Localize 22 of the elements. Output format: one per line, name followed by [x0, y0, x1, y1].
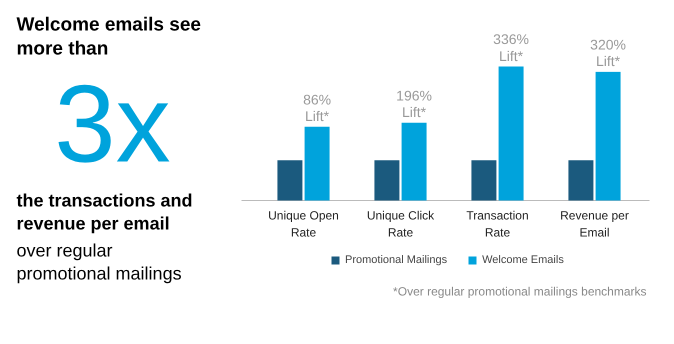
x-tick-label: Unique Click Rate: [366, 208, 436, 240]
legend-label: Welcome Emails: [482, 254, 564, 266]
x-tick-label: Revenue per Email: [560, 208, 629, 240]
chart-title: Welcome emails see more than: [16, 14, 201, 60]
x-tick-label: Unique Open Rate: [268, 208, 339, 240]
annotation: 86% Lift*: [303, 91, 332, 124]
text: *Over regular promotional mailings benchmarks: [393, 284, 647, 298]
bar: [402, 122, 427, 200]
bar: [498, 66, 524, 200]
annotation: 196% Lift*: [396, 87, 432, 120]
annotation: 320% Lift*: [590, 36, 626, 70]
legend-label: Promotional Mailings: [345, 254, 448, 266]
bar: [277, 160, 302, 200]
x-tick-label: Transaction Rate: [466, 208, 529, 240]
bar: [374, 160, 400, 200]
bar: [568, 160, 594, 200]
chart-subtitle: 3x: [54, 62, 171, 186]
bar: [471, 160, 496, 200]
bar: [304, 126, 330, 200]
text: over regular promotional mailings: [16, 240, 182, 284]
bar: [596, 72, 621, 200]
annotation: 336% Lift*: [493, 31, 529, 64]
